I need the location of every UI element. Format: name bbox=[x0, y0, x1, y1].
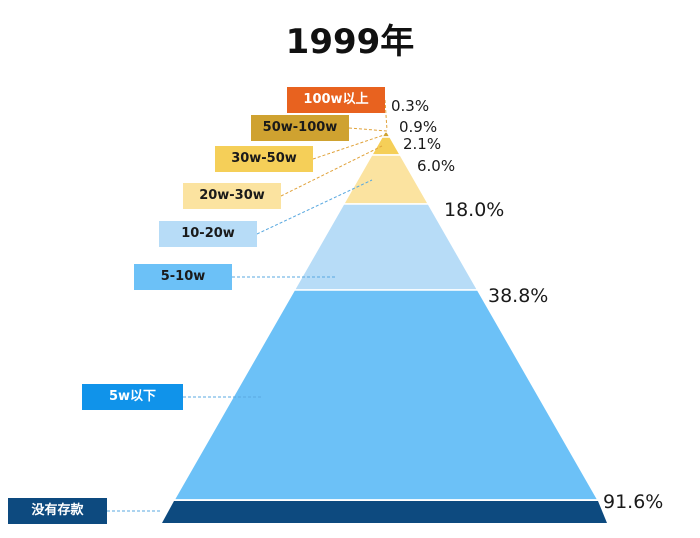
pyramid-layer-3 bbox=[342, 154, 430, 205]
pyramid-base-band bbox=[162, 501, 607, 523]
level-label-6: 5w以下 bbox=[82, 384, 183, 410]
leader-line-0 bbox=[384, 99, 388, 131]
pyramid-layers bbox=[162, 128, 607, 523]
percent-label-3: 6.0% bbox=[417, 157, 456, 175]
pyramid-layer-5 bbox=[172, 289, 600, 501]
percent-label-2: 2.1% bbox=[403, 135, 442, 153]
leader-line-2 bbox=[312, 134, 385, 160]
level-label-4: 10-20w bbox=[159, 221, 257, 247]
level-label-5: 5-10w bbox=[134, 264, 232, 290]
level-label-2: 30w-50w bbox=[215, 146, 313, 172]
percent-label-1: 0.9% bbox=[399, 118, 438, 136]
leader-line-3 bbox=[280, 145, 383, 197]
level-label-3: 20w-30w bbox=[183, 183, 281, 209]
leader-line-4 bbox=[256, 179, 373, 235]
pyramid-layer-2 bbox=[370, 136, 402, 156]
diagram-title: 1999年 bbox=[285, 22, 415, 62]
percent-label-4: 18.0% bbox=[444, 199, 505, 221]
leader-lines bbox=[107, 99, 388, 512]
percent-label-0: 0.3% bbox=[391, 97, 430, 115]
level-label-7: 没有存款 bbox=[8, 498, 107, 524]
percent-label-5: 38.8% bbox=[488, 285, 549, 307]
percent-label-7: 91.6% bbox=[603, 491, 664, 513]
level-label-1: 50w-100w bbox=[251, 115, 349, 141]
leader-line-1 bbox=[348, 127, 388, 132]
level-label-0: 100w以上 bbox=[287, 87, 385, 113]
